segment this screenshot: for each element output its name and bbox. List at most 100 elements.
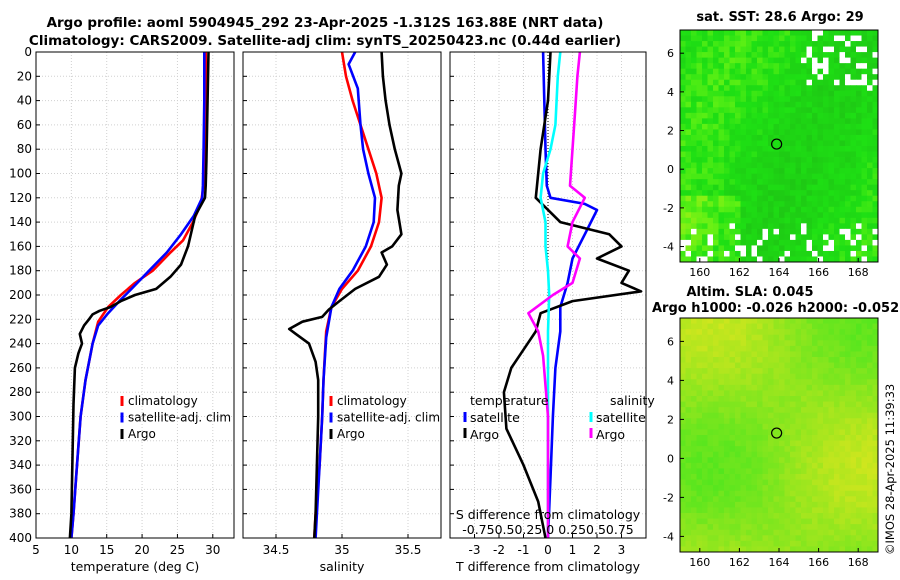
heatmap-cell <box>751 101 758 108</box>
heatmap-cell <box>773 496 780 503</box>
heatmap-cell <box>806 123 813 130</box>
heatmap-cell <box>724 357 730 363</box>
heatmap-cell <box>790 485 796 492</box>
heatmap-cell <box>839 513 846 519</box>
heatmap-cell <box>691 540 697 547</box>
heatmap-cell <box>872 217 879 224</box>
heatmap-cell <box>812 540 818 547</box>
heatmap-cell <box>823 168 829 175</box>
heatmap-cell <box>773 179 780 186</box>
heatmap-cell <box>751 451 758 458</box>
heatmap-cell <box>751 412 758 419</box>
heatmap-cell <box>784 423 791 430</box>
heatmap-cell <box>834 390 840 397</box>
heatmap-cell <box>713 112 719 119</box>
heatmap-cell <box>850 212 857 219</box>
heatmap-cell <box>762 334 769 341</box>
heatmap-cell <box>817 190 824 197</box>
heatmap-cell <box>850 63 857 70</box>
heatmap-cell <box>823 446 829 453</box>
heatmap-cell <box>784 379 791 386</box>
heatmap-cell <box>856 179 862 186</box>
heatmap-cell <box>768 118 774 125</box>
heatmap-cell <box>839 540 846 547</box>
heatmap-cell <box>806 357 813 363</box>
heatmap-cell <box>856 201 862 208</box>
heatmap-cell <box>713 90 719 97</box>
heatmap-cell <box>718 123 725 130</box>
heatmap-cell <box>845 162 851 169</box>
heatmap-cell <box>861 396 868 402</box>
heatmap-cell <box>768 457 774 464</box>
heatmap-cell <box>784 79 791 86</box>
heatmap-cell <box>795 535 802 542</box>
heatmap-cell <box>735 507 741 514</box>
heatmap-cell <box>773 429 780 436</box>
heatmap-cell <box>834 52 840 59</box>
heatmap-cell <box>850 501 857 508</box>
heatmap-cell <box>790 256 796 263</box>
heatmap-cell <box>691 35 697 42</box>
heatmap-cell <box>850 223 857 230</box>
heatmap-cell <box>784 474 791 480</box>
heatmap-cell <box>828 179 835 186</box>
heatmap-cell <box>718 345 725 352</box>
heatmap-cell <box>850 228 857 235</box>
heatmap-cell <box>746 329 752 336</box>
heatmap-cell <box>812 146 818 152</box>
heatmap-cell <box>834 501 840 508</box>
heatmap-cell <box>702 140 708 147</box>
heatmap-cell <box>784 107 791 114</box>
heatmap-cell <box>762 446 769 453</box>
heatmap-cell <box>735 418 741 425</box>
heatmap-cell <box>850 540 857 547</box>
heatmap-cell <box>762 228 769 235</box>
heatmap-cell <box>768 68 774 75</box>
heatmap-cell <box>828 446 835 453</box>
heatmap-cell <box>817 79 824 86</box>
heatmap-cell <box>735 134 741 141</box>
heatmap-cell <box>812 179 818 186</box>
heatmap-cell <box>834 30 840 36</box>
heatmap-cell <box>751 184 758 191</box>
heatmap-cell <box>850 74 857 81</box>
heatmap-cell <box>828 217 835 224</box>
sst-heatmap-cells <box>680 30 879 263</box>
heatmap-cell <box>773 123 780 130</box>
heatmap-cell <box>784 173 791 180</box>
heatmap-cell <box>724 41 730 47</box>
heatmap-cell <box>795 250 802 257</box>
heatmap-cell <box>845 529 851 536</box>
heatmap-cell <box>762 412 769 419</box>
heatmap-cell <box>856 357 862 363</box>
heatmap-cell <box>795 529 802 536</box>
heatmap-cell <box>740 195 747 202</box>
heatmap-cell <box>729 329 736 336</box>
heatmap-cell <box>806 435 813 441</box>
heatmap-cell <box>828 468 835 475</box>
heatmap-cell <box>828 107 835 114</box>
heatmap-cell <box>850 379 857 386</box>
heatmap-cell <box>729 239 736 246</box>
heatmap-cell <box>779 323 785 330</box>
heatmap-cell <box>740 396 747 402</box>
heatmap-cell <box>812 223 818 230</box>
heatmap-cell <box>773 368 780 375</box>
heatmap-cell <box>806 245 813 252</box>
heatmap-cell <box>702 501 708 508</box>
heatmap-cell <box>817 206 824 213</box>
heatmap-cell <box>773 318 780 324</box>
heatmap-cell <box>735 423 741 430</box>
heatmap-cell <box>839 228 846 235</box>
heatmap-cell <box>784 345 791 352</box>
heatmap-cell <box>806 390 813 397</box>
heatmap-cell <box>795 118 802 125</box>
heatmap-cell <box>773 223 780 230</box>
heatmap-cell <box>817 368 824 375</box>
heatmap-cell <box>823 184 829 191</box>
heatmap-cell <box>718 190 725 197</box>
map-y-tick-label: 4 <box>667 86 674 99</box>
heatmap-cell <box>713 451 719 458</box>
heatmap-cell <box>768 535 774 542</box>
heatmap-cell <box>762 79 769 86</box>
